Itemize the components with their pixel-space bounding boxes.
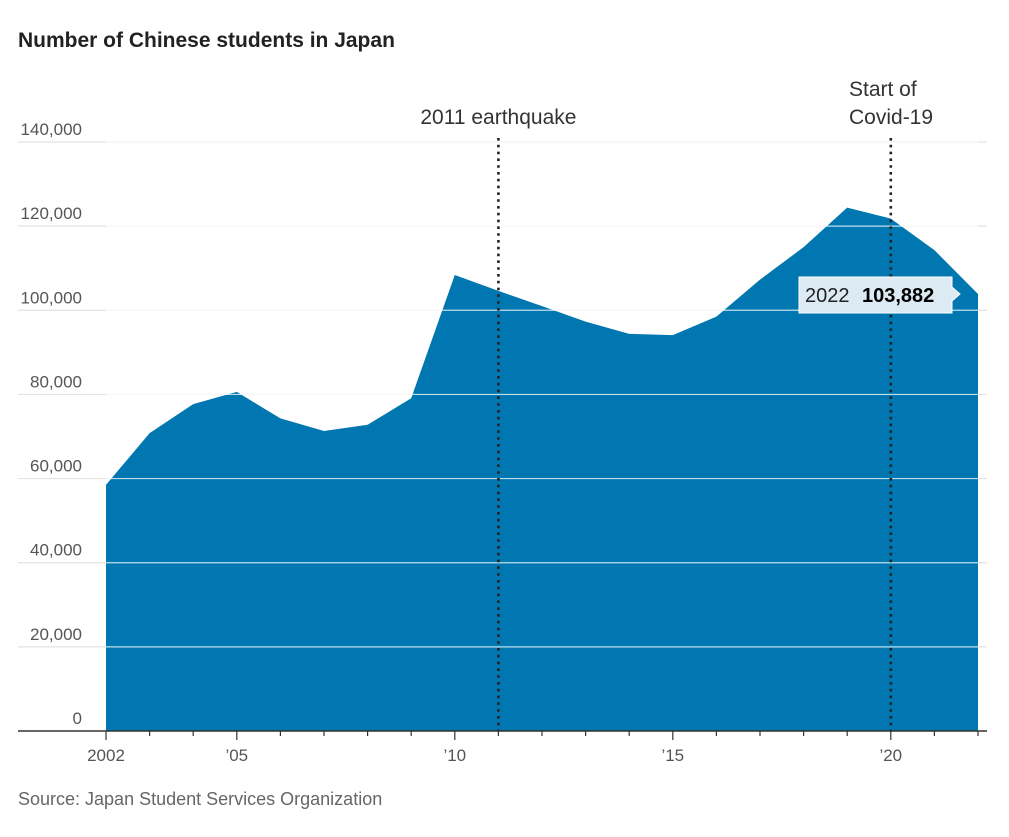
y-tick-label: 40,000 [30, 541, 82, 560]
x-tick-label: ’15 [661, 746, 684, 765]
callout-box [798, 276, 961, 314]
x-tick-label: 2002 [87, 746, 125, 765]
y-tick-label: 80,000 [30, 372, 82, 391]
y-tick-label: 0 [73, 709, 82, 728]
source-note: Source: Japan Student Services Organizat… [18, 789, 382, 809]
y-axis-labels: 0 20,000 40,000 60,000 80,000 100,000 120,000 1… [21, 120, 82, 728]
y-tick-label: 60,000 [30, 457, 82, 476]
callout-value: 103,882 [862, 285, 934, 307]
value-callout: 2022 103,882 [798, 276, 961, 314]
x-axis-ticks [105, 731, 979, 740]
annotation-label: Covid-19 [849, 106, 933, 129]
y-tick-label: 140,000 [21, 120, 82, 139]
y-tick-label: 120,000 [21, 204, 82, 223]
y-tick-label: 20,000 [30, 625, 82, 644]
chart-title: Number of Chinese students in Japan [18, 29, 395, 52]
annotation-label: Start of [849, 78, 917, 101]
x-axis-labels: 2002 ’05 ’10 ’15 ’20 [87, 746, 902, 765]
annotation-label: 2011 earthquake [420, 106, 576, 129]
callout-year: 2022 [805, 285, 850, 307]
series-area [106, 207, 978, 731]
annotations: 2011 earthquake Start of Covid-19 [420, 78, 933, 731]
y-tick-label: 100,000 [21, 288, 82, 307]
x-tick-label: ’05 [225, 746, 248, 765]
x-tick-label: ’20 [879, 746, 902, 765]
x-tick-label: ’10 [443, 746, 466, 765]
